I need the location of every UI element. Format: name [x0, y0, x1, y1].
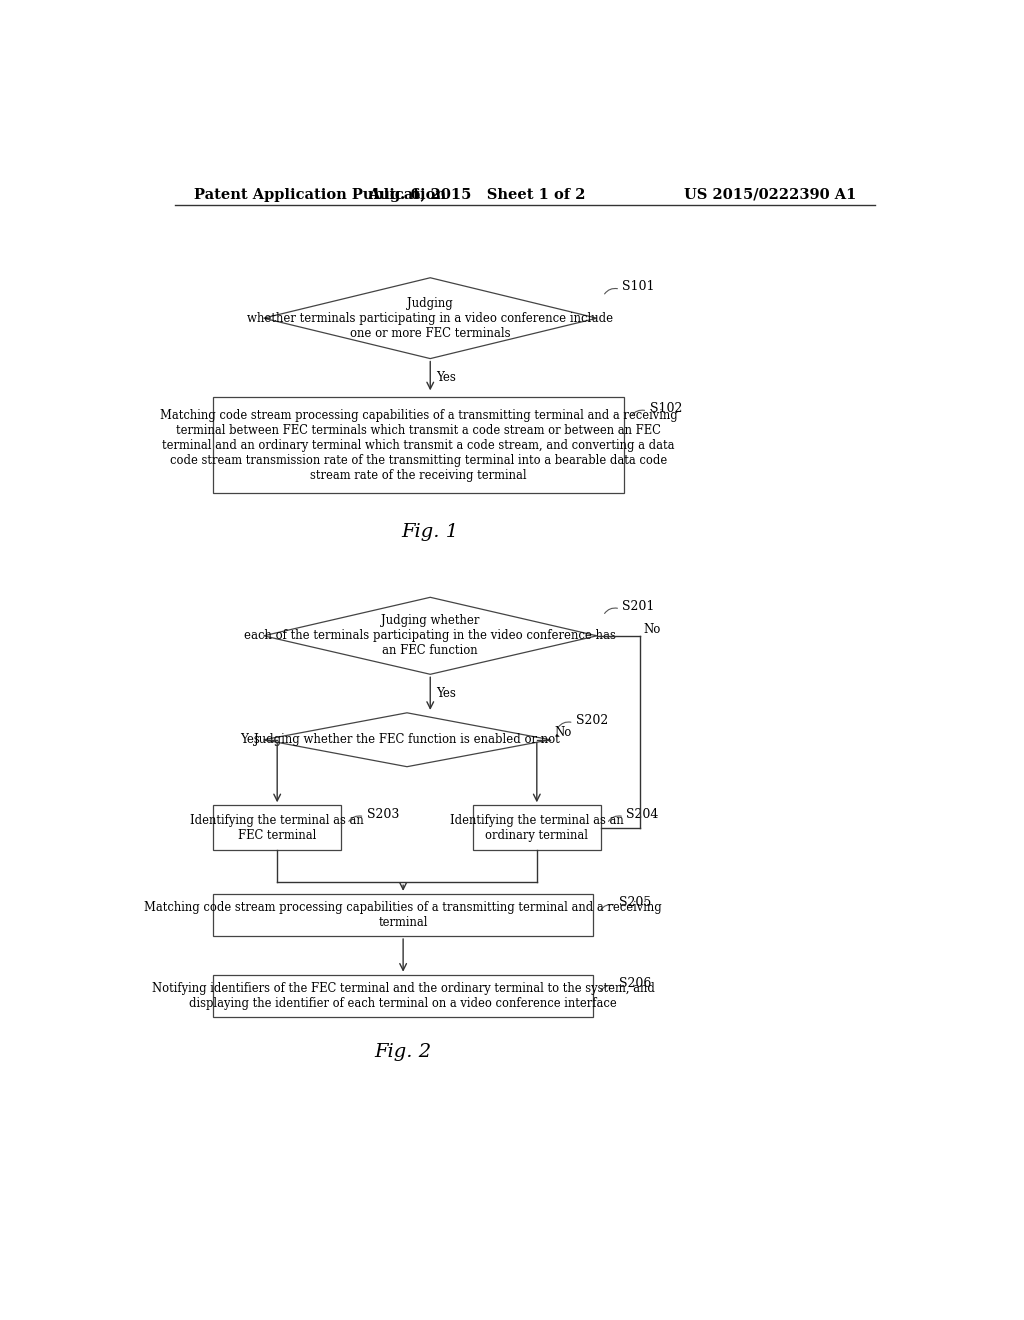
Text: S204: S204 — [627, 808, 658, 821]
Text: Matching code stream processing capabilities of a transmitting terminal and a re: Matching code stream processing capabili… — [144, 902, 662, 929]
Text: Aug. 6, 2015   Sheet 1 of 2: Aug. 6, 2015 Sheet 1 of 2 — [368, 187, 586, 202]
Text: Yes: Yes — [240, 733, 260, 746]
Text: S201: S201 — [623, 601, 654, 612]
Bar — [213, 397, 624, 494]
Bar — [473, 805, 601, 850]
Text: US 2015/0222390 A1: US 2015/0222390 A1 — [684, 187, 856, 202]
Text: S102: S102 — [649, 403, 682, 416]
Text: S205: S205 — [618, 896, 651, 909]
Text: Identifying the terminal as an
FEC terminal: Identifying the terminal as an FEC termi… — [190, 813, 365, 842]
Bar — [213, 805, 341, 850]
Text: Matching code stream processing capabilities of a transmitting terminal and a re: Matching code stream processing capabili… — [160, 409, 678, 482]
Text: Judging
whether terminals participating in a video conference include
one or mor: Judging whether terminals participating … — [247, 297, 613, 339]
Text: Fig. 2: Fig. 2 — [375, 1043, 432, 1060]
Polygon shape — [263, 598, 597, 675]
Text: Notifying identifiers of the FEC terminal and the ordinary terminal to the syste: Notifying identifiers of the FEC termina… — [152, 982, 654, 1010]
Text: Identifying the terminal as an
ordinary terminal: Identifying the terminal as an ordinary … — [450, 813, 624, 842]
Bar — [213, 974, 593, 1016]
Text: Judging whether
each of the terminals participating in the video conference has
: Judging whether each of the terminals pa… — [245, 614, 616, 657]
Text: Judging whether the FEC function is enabled or not: Judging whether the FEC function is enab… — [254, 733, 560, 746]
Bar — [213, 894, 593, 936]
Text: S203: S203 — [367, 808, 399, 821]
Text: Patent Application Publication: Patent Application Publication — [194, 187, 445, 202]
Text: No: No — [643, 623, 660, 636]
Text: S202: S202 — [575, 714, 608, 727]
Text: S101: S101 — [623, 280, 655, 293]
Text: S206: S206 — [618, 977, 651, 990]
Text: No: No — [554, 726, 571, 739]
Text: Yes: Yes — [436, 686, 457, 700]
Text: Yes: Yes — [436, 371, 457, 384]
Polygon shape — [263, 277, 597, 359]
Polygon shape — [263, 713, 550, 767]
Text: Fig. 1: Fig. 1 — [401, 523, 459, 541]
